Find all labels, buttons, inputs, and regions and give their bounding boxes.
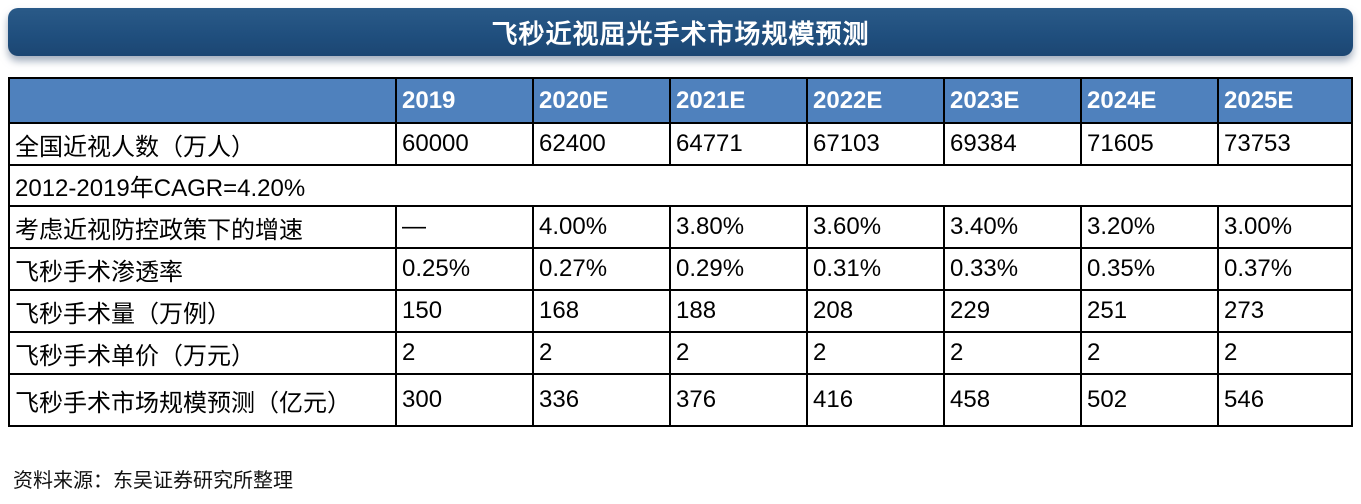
source-note: 资料来源：东吴证券研究所整理 [13, 470, 293, 492]
table-cell: 0.33% [943, 247, 1082, 291]
table-cell: 168 [532, 289, 671, 333]
table-cell: 73753 [1217, 122, 1353, 166]
table-cell: 2 [1217, 331, 1353, 375]
table-cell: 546 [1217, 373, 1353, 427]
table-row-penetration-rate: 飞秒手术渗透率 0.25% 0.27% 0.29% 0.31% 0.33% 0.… [8, 247, 1353, 291]
table-cell: 416 [806, 373, 945, 427]
header-cell-2022e: 2022E [806, 77, 945, 124]
table-cell: 251 [1080, 289, 1219, 333]
table-cell: 3.80% [669, 205, 808, 249]
table-cell: 0.25% [395, 247, 534, 291]
table-cell: 0.37% [1217, 247, 1353, 291]
table-cell: 273 [1217, 289, 1353, 333]
table-cell: 0.29% [669, 247, 808, 291]
table-row-myopia-population: 全国近视人数（万人） 60000 62400 64771 67103 69384… [8, 122, 1353, 166]
table-cell: 0.35% [1080, 247, 1219, 291]
row-label: 飞秒手术单价（万元） [8, 331, 397, 375]
table-cell: 2 [395, 331, 534, 375]
row-label: 飞秒手术市场规模预测（亿元） [8, 373, 397, 427]
row-label: 飞秒手术量（万例） [8, 289, 397, 333]
table-cell: 3.00% [1217, 205, 1353, 249]
table-cell: 0.27% [532, 247, 671, 291]
table-cell: 64771 [669, 122, 808, 166]
table-cell: 62400 [532, 122, 671, 166]
table-cell: 60000 [395, 122, 534, 166]
table-cell: 2 [1080, 331, 1219, 375]
header-cell-label [8, 77, 397, 124]
table-cell: 2 [532, 331, 671, 375]
forecast-table: 2019 2020E 2021E 2022E 2023E 2024E 2025E… [8, 77, 1353, 427]
table-cell: 3.20% [1080, 205, 1219, 249]
table-row-cagr-note: 2012-2019年CAGR=4.20% [8, 164, 1353, 207]
table-cell: 208 [806, 289, 945, 333]
header-cell-2024e: 2024E [1080, 77, 1219, 124]
table-cell: 336 [532, 373, 671, 427]
table-cell: 300 [395, 373, 534, 427]
page-title: 飞秒近视屈光手术市场规模预测 [491, 18, 870, 49]
header-cell-2021e: 2021E [669, 77, 808, 124]
table-header-row: 2019 2020E 2021E 2022E 2023E 2024E 2025E [8, 77, 1353, 124]
table-cell: 2 [669, 331, 808, 375]
table-cell: 502 [1080, 373, 1219, 427]
table-row-unit-price: 飞秒手术单价（万元） 2 2 2 2 2 2 2 [8, 331, 1353, 375]
table-row-growth-rate: 考虑近视防控政策下的增速 — 4.00% 3.80% 3.60% 3.40% 3… [8, 205, 1353, 249]
row-label: 全国近视人数（万人） [8, 122, 397, 166]
table-cell: 2 [943, 331, 1082, 375]
title-bar: 飞秒近视屈光手术市场规模预测 [8, 8, 1353, 56]
table-cell: 71605 [1080, 122, 1219, 166]
table-cell: 229 [943, 289, 1082, 333]
table-cell: 2 [806, 331, 945, 375]
table-cell: — [395, 205, 534, 249]
header-cell-2023e: 2023E [943, 77, 1082, 124]
table-cell: 376 [669, 373, 808, 427]
table-cell: 3.60% [806, 205, 945, 249]
cagr-note: 2012-2019年CAGR=4.20% [8, 164, 1353, 207]
table-row-market-size: 飞秒手术市场规模预测（亿元） 300 336 376 416 458 502 5… [8, 373, 1353, 427]
table-row-surgery-volume: 飞秒手术量（万例） 150 168 188 208 229 251 273 [8, 289, 1353, 333]
table-cell: 150 [395, 289, 534, 333]
row-label: 飞秒手术渗透率 [8, 247, 397, 291]
header-cell-2020e: 2020E [532, 77, 671, 124]
row-label: 考虑近视防控政策下的增速 [8, 205, 397, 249]
table-cell: 458 [943, 373, 1082, 427]
table-cell: 0.31% [806, 247, 945, 291]
header-cell-2019: 2019 [395, 77, 534, 124]
table-cell: 188 [669, 289, 808, 333]
header-cell-2025e: 2025E [1217, 77, 1353, 124]
table-cell: 67103 [806, 122, 945, 166]
table-cell: 4.00% [532, 205, 671, 249]
table-cell: 3.40% [943, 205, 1082, 249]
table-cell: 69384 [943, 122, 1082, 166]
